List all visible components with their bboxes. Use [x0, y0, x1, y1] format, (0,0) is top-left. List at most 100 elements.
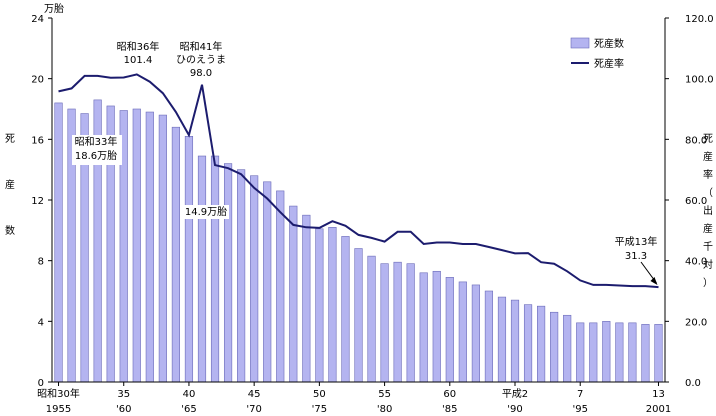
left-tick-label: 20	[31, 75, 44, 86]
right-axis-label-char: 死	[703, 134, 713, 145]
bar	[458, 281, 467, 383]
x-tick-year: '95	[572, 404, 587, 415]
x-tick-label: 60	[443, 389, 456, 400]
bar	[628, 322, 637, 383]
left-tick-label: 0	[38, 378, 44, 389]
legend-swatch-bar	[570, 37, 590, 49]
annotation-line: 昭和41年	[180, 40, 223, 53]
right-tick-label: 100.0	[685, 75, 714, 86]
left-tick-label: 8	[38, 257, 44, 268]
bar	[654, 324, 663, 383]
bar	[432, 270, 441, 383]
left-tick-label: 16	[31, 135, 44, 146]
bar	[380, 263, 389, 383]
x-tick-year: 2001	[646, 404, 671, 415]
right-tick-label: 0.0	[685, 378, 701, 389]
left-tick-label: 4	[38, 317, 44, 328]
legend-label: 死産率	[594, 57, 624, 70]
right-axis-label-char: （	[703, 187, 713, 199]
bar	[615, 322, 624, 383]
bar	[471, 284, 480, 383]
x-tick-label: 平成2	[502, 388, 528, 400]
right-axis-label-char: 対	[703, 258, 713, 271]
annotation-line: 昭和36年	[117, 40, 160, 53]
bar	[537, 305, 546, 383]
left-tick-label: 12	[31, 196, 44, 207]
bar	[484, 290, 494, 383]
annotation-arrowhead	[650, 277, 658, 286]
annotation-line: 昭和33年	[75, 135, 118, 148]
x-tick-year: '85	[442, 404, 457, 415]
x-tick-label: 昭和30年	[37, 387, 80, 400]
bar	[393, 261, 402, 383]
bar	[641, 324, 650, 383]
bar	[171, 126, 180, 383]
annotation-line: 101.4	[124, 55, 153, 66]
annotation: 平成13年 31.3	[615, 235, 658, 262]
x-tick-label: 40	[183, 389, 196, 400]
bar	[276, 190, 285, 383]
bar	[445, 277, 454, 383]
bar	[510, 299, 520, 383]
annotation: 14.9万胎	[183, 205, 229, 219]
bar	[589, 322, 598, 383]
x-tick-year: '70	[246, 404, 261, 415]
bar	[289, 205, 298, 383]
bar	[315, 228, 324, 383]
bar	[602, 321, 611, 383]
bar	[563, 314, 572, 383]
x-tick-year: '65	[181, 404, 196, 415]
annotation-background	[183, 205, 229, 219]
bar	[328, 227, 337, 383]
bar	[197, 155, 207, 383]
annotation-line: 18.6万胎	[75, 149, 117, 162]
x-tick-label: 45	[248, 389, 261, 400]
annotation-line: 平成13年	[615, 235, 658, 248]
x-tick-label: 55	[378, 389, 391, 400]
right-tick-label: 20.0	[685, 317, 707, 328]
tick-labels: 0 4 8 12 16 20 24 0.0 20.0 40.0 60.0 80.0 100.0 120.0…	[31, 14, 713, 415]
x-tick-label: 7	[577, 389, 583, 400]
bar	[184, 136, 194, 383]
bar	[54, 102, 63, 383]
right-axis-label-char: 出	[703, 204, 713, 217]
right-tick-label: 120.0	[685, 14, 714, 25]
right-axis-label-char: 率	[703, 168, 713, 181]
left-axis-unit: 万胎	[44, 2, 64, 15]
bar	[341, 236, 350, 383]
right-axis-label-char: 産	[703, 222, 713, 235]
legend-label: 死産数	[594, 37, 624, 50]
annotation-line: 14.9万胎	[185, 205, 227, 218]
left-axis-label-char: 産	[5, 178, 15, 191]
right-tick-label: 60.0	[685, 196, 707, 207]
bar-series-stillbirths	[54, 99, 663, 383]
right-tick-label: 80.0	[685, 135, 707, 146]
bar	[367, 255, 376, 383]
annotation-background	[72, 135, 122, 165]
bar	[237, 169, 246, 383]
line-series-stillbirth-rate	[58, 73, 659, 289]
left-axis-label: 死産数	[5, 134, 15, 237]
right-tick-label: 40.0	[685, 257, 707, 268]
right-axis-label-char: 千	[703, 241, 713, 253]
x-tick-label: 13	[652, 389, 665, 400]
x-tick-year: 1955	[46, 404, 71, 415]
bar	[550, 311, 559, 383]
bar	[158, 114, 167, 383]
right-axis-label-char: ）	[703, 277, 713, 289]
bar	[210, 155, 220, 383]
bar	[419, 272, 428, 383]
x-tick-year: '90	[507, 404, 522, 415]
bar	[145, 111, 154, 383]
bar	[132, 108, 141, 383]
x-tick-year: '75	[312, 404, 327, 415]
annotation-line: 31.3	[625, 251, 647, 262]
annotation: 昭和36年 101.4	[117, 40, 160, 66]
left-tick-label: 24	[31, 14, 44, 25]
